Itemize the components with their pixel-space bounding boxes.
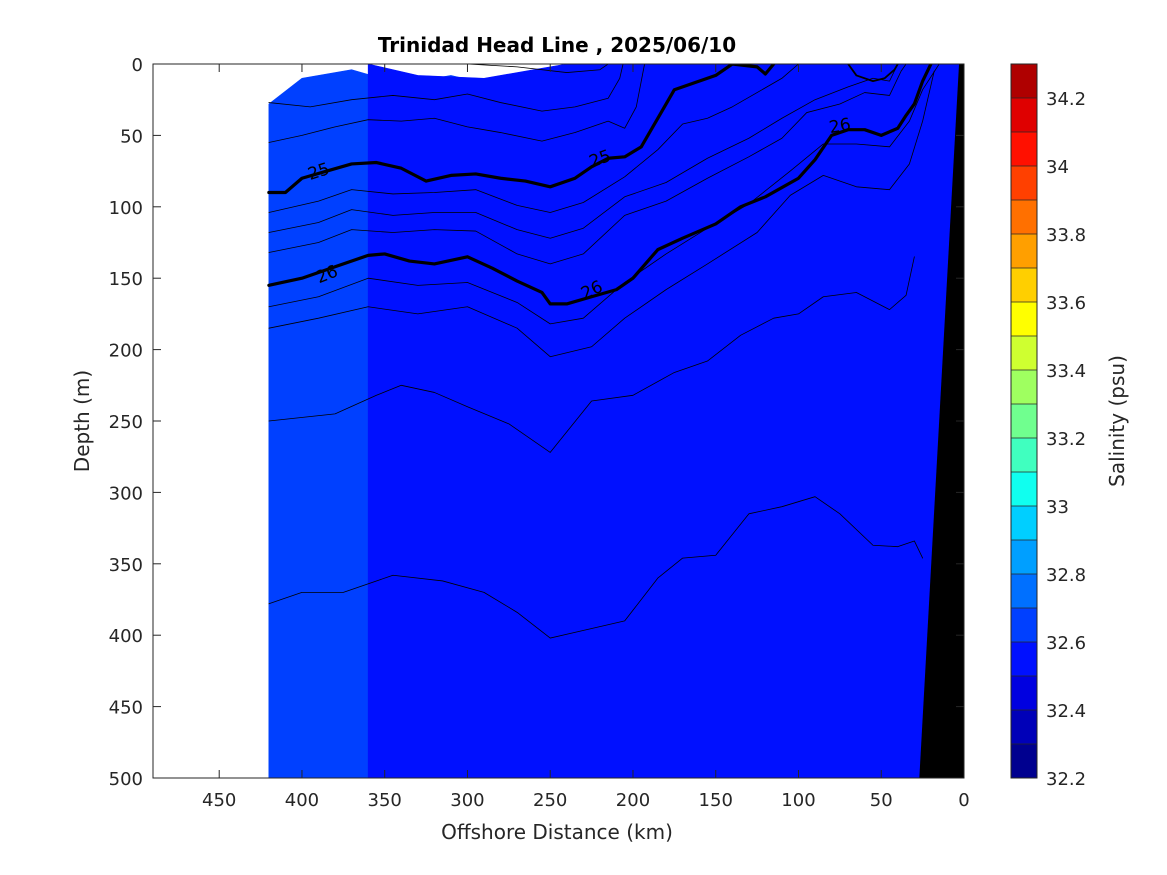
x-tick-label: 50 — [870, 790, 893, 811]
colorbar-swatch-8 — [1011, 472, 1037, 506]
colorbar-tick-label: 32.6 — [1046, 633, 1086, 654]
colorbar-tick-label: 33.8 — [1046, 225, 1086, 246]
colorbar-swatch-0 — [1011, 744, 1037, 778]
density-contour-25-8 — [267, 64, 776, 195]
colorbar: 32.2 32.4 32.6 32.8 33 33.2 33.4 33.6 33.8 34 34.2 — [1010, 63, 1086, 790]
colorbar-tick-label: 32.2 — [1046, 769, 1086, 790]
y-tick-label: 100 — [109, 198, 143, 219]
colorbar-swatch-12 — [1011, 336, 1037, 370]
x-tick-label: 0 — [958, 790, 969, 811]
density-contour-10 — [268, 64, 624, 112]
density-contour-11 — [467, 64, 609, 73]
axes-layer: 450 400 350 300 250 200 150 100 50 00501001502002… — [109, 55, 970, 811]
colorbar-swatch-3 — [1011, 642, 1037, 676]
density-contour-0 — [268, 496, 924, 639]
contour-label-26: 26 — [828, 115, 853, 138]
colorbar-swatch-14 — [1011, 268, 1037, 302]
plot-area — [268, 64, 964, 778]
x-tick-label: 100 — [781, 790, 815, 811]
x-tick-label: 350 — [368, 790, 402, 811]
colorbar-swatch-20 — [1011, 64, 1037, 98]
colorbar-tick-label: 33.2 — [1046, 429, 1086, 450]
continental-shelf — [919, 64, 964, 778]
x-tick-label: 300 — [450, 790, 484, 811]
x-tick-label: 200 — [616, 790, 650, 811]
contour-label-group: 26 — [828, 115, 853, 138]
colorbar-swatch-1 — [1011, 710, 1037, 744]
colorbar-swatch-4 — [1011, 608, 1037, 642]
colorbar-swatch-11 — [1011, 370, 1037, 404]
x-tick-label: 250 — [533, 790, 567, 811]
colorbar-swatch-15 — [1011, 234, 1037, 268]
y-tick-label: 0 — [132, 55, 143, 76]
colorbar-swatch-13 — [1011, 302, 1037, 336]
y-tick-label: 300 — [109, 483, 143, 504]
density-contour-2 — [268, 70, 935, 358]
colorbar-swatch-16 — [1011, 200, 1037, 234]
x-tick-label: 400 — [285, 790, 319, 811]
y-tick-label: 500 — [109, 769, 143, 790]
y-tick-label: 50 — [120, 126, 143, 147]
colorbar-tick-label: 33 — [1046, 497, 1069, 518]
colorbar-tick-label: 33.6 — [1046, 293, 1086, 314]
colorbar-tick-label: 32.8 — [1046, 565, 1086, 586]
density-contour-3 — [268, 64, 940, 325]
density-contour-9 — [268, 64, 645, 143]
colorbar-swatch-2 — [1011, 676, 1037, 710]
colorbar-swatch-7 — [1011, 506, 1037, 540]
colorbar-label: Salinity (psu) — [1105, 355, 1129, 487]
y-tick-label: 400 — [109, 626, 143, 647]
salinity-band-17 — [367, 64, 964, 778]
x-tick-label: 450 — [202, 790, 236, 811]
colorbar-tick-label: 34.2 — [1046, 89, 1086, 110]
y-tick-label: 350 — [109, 555, 143, 576]
colorbar-frame — [1010, 63, 1038, 779]
chart-title: Trinidad Head Line , 2025/06/10 — [378, 33, 736, 57]
x-axis-label: Offshore Distance (km) — [441, 820, 673, 844]
colorbar-swatch-10 — [1011, 404, 1037, 438]
y-tick-label: 250 — [109, 412, 143, 433]
colorbar-tick-label: 32.4 — [1046, 701, 1086, 722]
y-axis-label: Depth (m) — [70, 370, 94, 472]
colorbar-tick-label: 34 — [1046, 157, 1069, 178]
y-tick-label: 450 — [109, 698, 143, 719]
y-tick-label: 150 — [109, 269, 143, 290]
density-contour-12 — [847, 64, 899, 83]
colorbar-swatch-17 — [1011, 166, 1037, 200]
density-contour-1 — [268, 256, 915, 453]
density-contour-7 — [268, 64, 799, 213]
x-tick-label: 150 — [699, 790, 733, 811]
y-tick-label: 200 — [109, 341, 143, 362]
colorbar-swatch-18 — [1011, 132, 1037, 166]
density-contour-5 — [268, 64, 907, 265]
colorbar-swatch-19 — [1011, 98, 1037, 132]
colorbar-swatch-9 — [1011, 438, 1037, 472]
density-contour-26-4 — [267, 64, 933, 306]
colorbar-swatch-6 — [1011, 540, 1037, 574]
density-contour-6 — [268, 64, 899, 239]
colorbar-swatch-5 — [1011, 574, 1037, 608]
colorbar-tick-label: 33.4 — [1046, 361, 1086, 382]
